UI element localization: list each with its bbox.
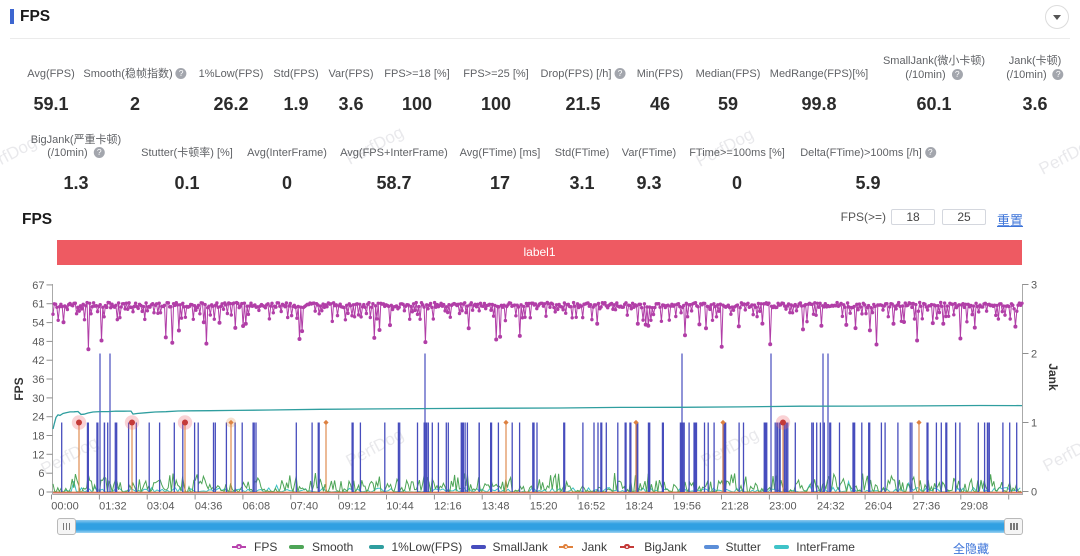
svg-text:18:24: 18:24	[626, 501, 654, 513]
svg-text:12:16: 12:16	[434, 501, 462, 513]
svg-text:06:08: 06:08	[243, 501, 271, 513]
svg-text:24: 24	[32, 412, 44, 424]
svg-text:27:36: 27:36	[913, 501, 941, 513]
svg-text:07:40: 07:40	[291, 501, 319, 513]
svg-text:23:00: 23:00	[769, 501, 797, 513]
svg-text:48: 48	[32, 336, 44, 348]
svg-text:3: 3	[1031, 280, 1037, 292]
svg-text:09:12: 09:12	[338, 501, 366, 513]
svg-text:54: 54	[32, 318, 44, 330]
svg-text:30: 30	[32, 393, 44, 405]
svg-text:12: 12	[32, 449, 44, 461]
svg-text:Jank: Jank	[1046, 363, 1060, 391]
svg-text:0: 0	[38, 487, 44, 499]
svg-text:13:48: 13:48	[482, 501, 510, 513]
svg-text:FPS: FPS	[12, 377, 26, 400]
svg-text:18: 18	[32, 431, 44, 443]
svg-text:01:32: 01:32	[99, 501, 127, 513]
svg-text:21:28: 21:28	[721, 501, 749, 513]
svg-text:6: 6	[38, 468, 44, 480]
svg-text:1: 1	[1031, 418, 1037, 430]
svg-text:24:32: 24:32	[817, 501, 845, 513]
svg-text:61: 61	[32, 299, 44, 311]
svg-text:15:20: 15:20	[530, 501, 558, 513]
svg-text:16:52: 16:52	[578, 501, 606, 513]
svg-text:36: 36	[32, 374, 44, 386]
svg-text:04:36: 04:36	[195, 501, 223, 513]
svg-text:10:44: 10:44	[386, 501, 414, 513]
svg-text:67: 67	[32, 280, 44, 292]
svg-text:29:08: 29:08	[961, 501, 989, 513]
svg-text:42: 42	[32, 355, 44, 367]
svg-text:26:04: 26:04	[865, 501, 893, 513]
svg-text:03:04: 03:04	[147, 501, 175, 513]
svg-text:0: 0	[1031, 487, 1037, 499]
svg-text:19:56: 19:56	[673, 501, 701, 513]
svg-text:2: 2	[1031, 349, 1037, 361]
svg-text:00:00: 00:00	[51, 501, 79, 513]
